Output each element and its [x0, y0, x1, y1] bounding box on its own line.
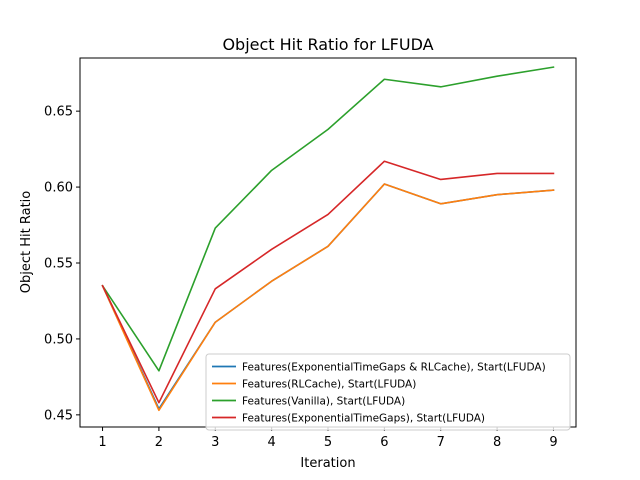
x-tick-label: 4: [267, 435, 275, 450]
legend-label-1: Features(ExponentialTimeGaps & RLCache),…: [242, 362, 546, 374]
series-line-4: [101, 160, 555, 404]
x-tick-label: 2: [155, 435, 163, 450]
y-tick-label: 0.65: [44, 105, 73, 120]
chart-title: Object Hit Ratio for LFUDA: [222, 35, 433, 54]
x-tick-label: 7: [437, 435, 445, 450]
x-tick-label: 5: [324, 435, 332, 450]
x-tick-label: 1: [98, 435, 106, 450]
legend-label-4: Features(ExponentialTimeGaps), Start(LFU…: [242, 413, 485, 425]
legend: Features(ExponentialTimeGaps & RLCache),…: [205, 353, 571, 431]
x-tick-label: 3: [211, 435, 219, 450]
legend-label-2: Features(RLCache), Start(LFUDA): [242, 379, 416, 391]
x-axis-title: Iteration: [300, 456, 355, 471]
series-line-2: [101, 183, 555, 412]
y-axis-title: Object Hit Ratio: [19, 191, 34, 294]
legend-label-3: Features(Vanilla), Start(LFUDA): [242, 396, 405, 408]
x-tick-label: 9: [549, 435, 557, 450]
y-tick-label: 0.45: [44, 408, 73, 423]
axes-layer: 1 2 3 4 5 6 7 8 9 0.45 0.50 0.55 0.60 0.65: [44, 57, 577, 450]
y-tick-label: 0.60: [44, 181, 73, 196]
y-tick-label: 0.50: [44, 332, 73, 347]
x-tick-label: 8: [493, 435, 501, 450]
x-tick-label: 6: [380, 435, 388, 450]
legend-box: [205, 353, 571, 431]
series-line-3: [101, 66, 555, 372]
series-layer: [101, 66, 555, 412]
y-tick-label: 0.55: [44, 257, 73, 272]
